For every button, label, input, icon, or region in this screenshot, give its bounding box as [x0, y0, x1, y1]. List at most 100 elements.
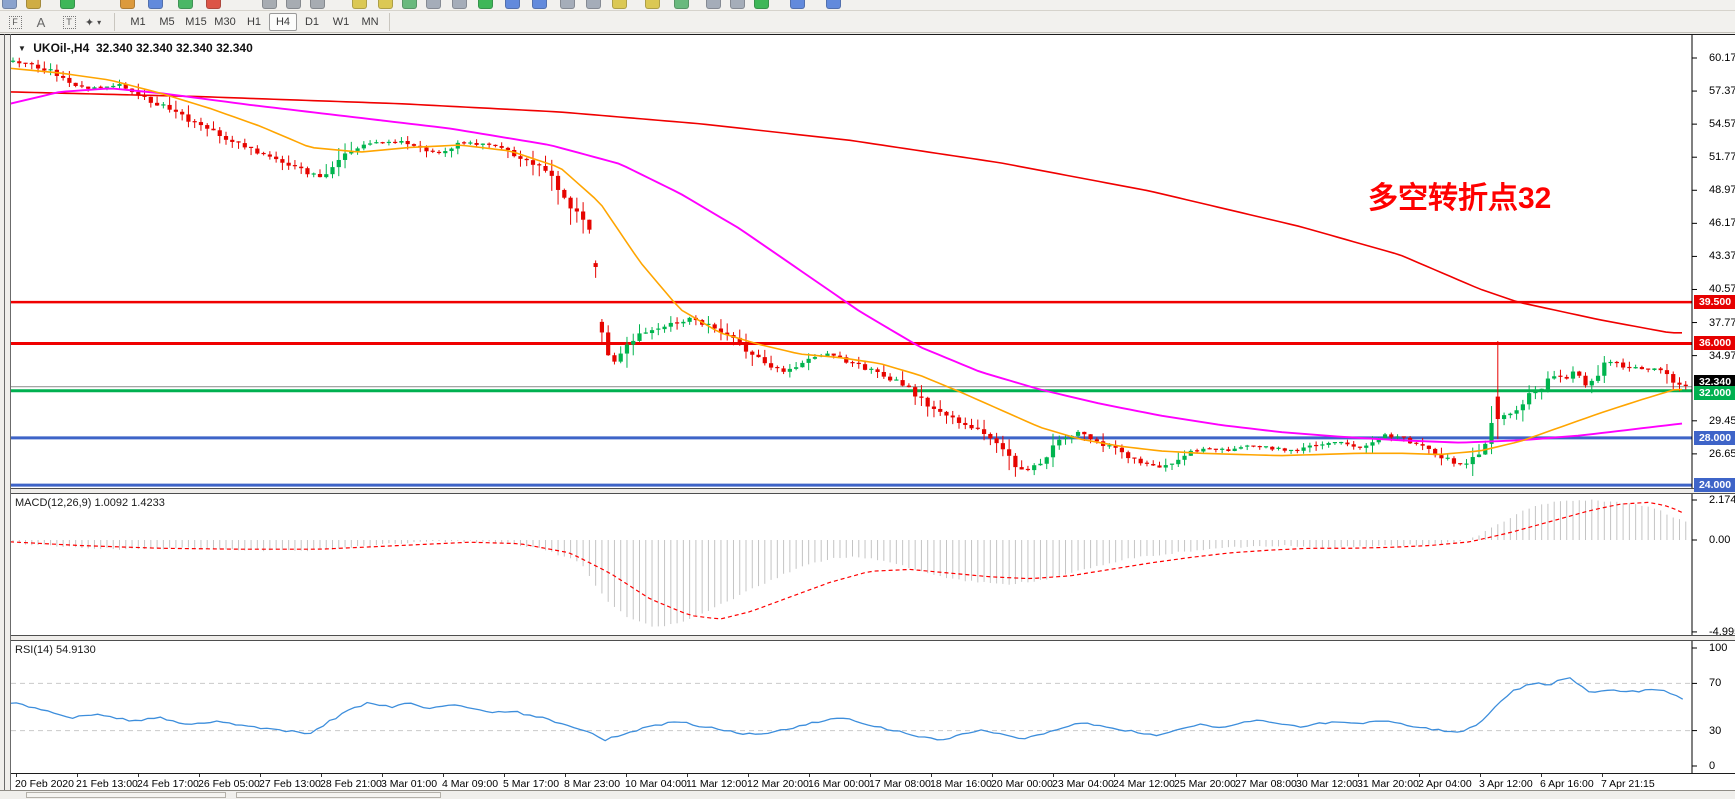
new-chart-icon[interactable] — [478, 0, 493, 9]
chevron-down-icon[interactable]: ▼ — [18, 44, 26, 53]
macd-tick-label: -4.9955 — [1709, 625, 1735, 638]
timeframe-button-m5[interactable]: M5 — [159, 16, 175, 28]
auto-trading-icon[interactable] — [402, 0, 417, 9]
time-axis-label: 4 Mar 09:00 — [442, 778, 499, 790]
time-axis-label: 3 Apr 12:00 — [1479, 778, 1533, 790]
time-axis-label: 26 Feb 05:00 — [198, 778, 260, 790]
timeframe-button-h4[interactable]: H4 — [269, 13, 297, 31]
time-axis-label: 6 Apr 16:00 — [1540, 778, 1594, 790]
time-tick — [992, 774, 993, 777]
period-icon[interactable] — [706, 0, 721, 9]
refresh-icon[interactable] — [790, 0, 805, 9]
data-window-icon[interactable] — [148, 0, 163, 9]
time-tick — [565, 774, 566, 777]
candle-chart-icon[interactable] — [286, 0, 301, 9]
text-label-icon[interactable]: T — [58, 13, 80, 31]
drawing-and-timeframe-toolbar: F A T ✦ ▾ M1 M5 M15 M30 H1 H4 D1 W1 MN — [0, 11, 1735, 33]
macd-tick-label: 0.00 — [1709, 534, 1731, 546]
price-level-badge: 28.000 — [1694, 430, 1735, 445]
timeframe-button-m30[interactable]: M30 — [214, 16, 236, 28]
timeframe-button-m1[interactable]: M1 — [130, 16, 146, 28]
time-axis-label: 21 Feb 13:00 — [76, 778, 138, 790]
time-axis-label: 17 Mar 08:00 — [869, 778, 931, 790]
rsi-pane-canvas[interactable] — [11, 641, 1735, 773]
window-icon[interactable] — [2, 0, 17, 9]
time-axis-label: 23 Mar 04:00 — [1052, 778, 1114, 790]
time-tick — [748, 774, 749, 777]
time-axis-label: 31 Mar 20:00 — [1357, 778, 1419, 790]
time-axis-label: 10 Mar 04:00 — [625, 778, 687, 790]
time-tick — [77, 774, 78, 777]
indicators-icon[interactable] — [674, 0, 689, 9]
zoom-in-icon[interactable] — [352, 0, 367, 9]
time-axis: 20 Feb 2020 21 Feb 13:00 24 Feb 17:00 26 Fe… — [11, 773, 1735, 790]
ohlc-values: 32.340 32.340 32.340 32.340 — [95, 41, 253, 55]
price-level-badge: 32.000 — [1694, 385, 1735, 400]
draw-channel-icon[interactable] — [645, 0, 660, 9]
add-icon[interactable] — [754, 0, 769, 9]
profile-icon[interactable] — [26, 0, 41, 9]
fibonacci-icon[interactable]: F — [4, 13, 26, 31]
timeframe-button-h1[interactable]: H1 — [246, 16, 262, 28]
bar-chart-icon[interactable] — [262, 0, 277, 9]
dropdown-caret-icon[interactable]: ▾ — [97, 17, 102, 27]
text-icon[interactable]: A — [36, 14, 46, 30]
properties-icon[interactable] — [826, 0, 841, 9]
time-axis-label: 24 Feb 17:00 — [137, 778, 199, 790]
main-chart-canvas[interactable] — [11, 35, 1735, 488]
time-axis-label: 8 Mar 23:00 — [564, 778, 621, 790]
market-watch-icon[interactable] — [120, 0, 135, 9]
new-order-icon[interactable] — [60, 0, 75, 9]
time-axis-label: 7 Apr 21:15 — [1601, 778, 1655, 790]
time-axis-label: 27 Feb 13:00 — [259, 778, 321, 790]
time-tick — [16, 774, 17, 777]
time-tick — [626, 774, 627, 777]
chart-tab[interactable] — [26, 792, 226, 798]
time-axis-label: 20 Feb 2020 — [15, 778, 74, 790]
rsi-tick-label: 70 — [1709, 677, 1722, 690]
chart-window[interactable]: ▼ UKOil-,H4 32.340 32.340 32.340 32.340 … — [11, 35, 1735, 799]
time-tick — [199, 774, 200, 777]
time-tick — [1297, 774, 1298, 777]
macd-pane-canvas[interactable] — [11, 494, 1735, 635]
fibonacci-icon-glyph: F — [8, 15, 22, 29]
price-tick-label: 57.370 — [1709, 85, 1735, 98]
cascade-windows-icon[interactable] — [452, 0, 467, 9]
time-tick — [321, 774, 322, 777]
toolbar-separator — [114, 13, 115, 31]
time-tick — [1419, 774, 1420, 777]
time-tick — [1236, 774, 1237, 777]
timeframe-button-d1[interactable]: D1 — [304, 16, 320, 28]
profiles-icon[interactable] — [532, 0, 547, 9]
price-tick-label: 37.770 — [1709, 316, 1735, 329]
templates-icon[interactable] — [505, 0, 520, 9]
price-tick-label: 51.770 — [1709, 151, 1735, 164]
timeframe-button-m15[interactable]: M15 — [185, 16, 207, 28]
draw-line-icon[interactable] — [612, 0, 627, 9]
time-tick — [931, 774, 932, 777]
cursor-icon[interactable] — [586, 0, 601, 9]
rsi-indicator-label: RSI(14) 54.9130 — [15, 644, 96, 656]
time-tick — [1358, 774, 1359, 777]
pane-divider[interactable] — [11, 635, 1735, 641]
arrows-icon[interactable]: ✦ ▾ — [84, 16, 102, 29]
chart-tab[interactable] — [236, 792, 441, 798]
pane-divider[interactable] — [11, 488, 1735, 494]
price-tick-label: 34.970 — [1709, 349, 1735, 362]
symbol-period-label: UKOil-,H4 — [33, 41, 90, 55]
tile-windows-icon[interactable] — [426, 0, 441, 9]
rsi-tick-label: 30 — [1709, 724, 1722, 737]
time-axis-label: 28 Feb 21:00 — [320, 778, 382, 790]
time-tick — [1053, 774, 1054, 777]
crosshair-icon[interactable] — [560, 0, 575, 9]
zoom-out-icon[interactable] — [378, 0, 393, 9]
timeframe-button-w1[interactable]: W1 — [332, 16, 350, 28]
navigator-icon[interactable] — [178, 0, 193, 9]
timeframe-button-mn[interactable]: MN — [361, 16, 379, 28]
template-icon[interactable] — [730, 0, 745, 9]
time-tick — [870, 774, 871, 777]
price-tick-label: 29.450 — [1709, 414, 1735, 427]
line-chart-icon[interactable] — [310, 0, 325, 9]
rsi-tick-label: 100 — [1709, 642, 1728, 654]
terminal-icon[interactable] — [206, 0, 221, 9]
